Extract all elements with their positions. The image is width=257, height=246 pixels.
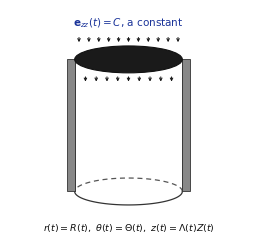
Text: $\mathbf{e}_{zz}(t) = C$, a constant: $\mathbf{e}_{zz}(t) = C$, a constant [73,16,184,30]
Text: $r(t) = R(t),\ \theta(t) = \Theta(t),\ z(t) = \Lambda(t)Z(t)$: $r(t) = R(t),\ \theta(t) = \Theta(t),\ z… [43,222,214,234]
Ellipse shape [75,46,182,73]
Bar [67,59,75,191]
Bar [182,59,190,191]
